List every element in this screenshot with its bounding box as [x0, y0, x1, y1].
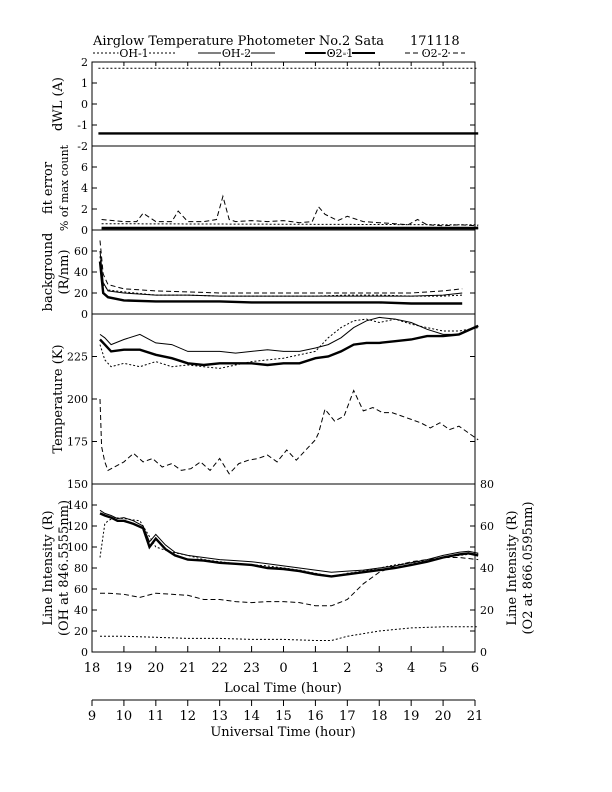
- y-right-axis-sublabel: (O2 at 866.0595nm): [521, 501, 536, 634]
- legend-label-oh-1: OH-1: [119, 47, 148, 60]
- y-tick-label: 120: [67, 520, 88, 533]
- y-tick-label: 80: [74, 562, 88, 575]
- x-tick-label-local: 1: [311, 661, 319, 676]
- y-tick-label: 20: [74, 287, 88, 300]
- x-tick-label-ut: 21: [467, 709, 484, 724]
- legend-label-oh-2: OH-2: [222, 47, 251, 60]
- y-tick-label: 60: [74, 583, 88, 596]
- x-tick-label-local: 20: [148, 661, 165, 676]
- y-tick-label: 200: [67, 393, 88, 406]
- x-tick-label-ut: 18: [371, 709, 388, 724]
- y-right-tick-label: 20: [480, 604, 494, 617]
- y-tick-label: 60: [74, 245, 88, 258]
- y-axis-sublabel: (OH at 846.5555nm): [57, 500, 72, 636]
- x-tick-label-local: 0: [279, 661, 287, 676]
- y-right-tick-label: 80: [480, 478, 494, 491]
- panel-intensity: 0 20 40 60 80 100 120 140 0 20 40 60 80 Line Intensit…: [41, 478, 536, 659]
- x-tick-label-local: 3: [375, 661, 383, 676]
- y-tick-label: 6: [81, 161, 88, 174]
- x-label-ut: Universal Time (hour): [210, 725, 355, 740]
- x-tick-label-local: 18: [84, 661, 101, 676]
- series-line-o2-2: [99, 240, 463, 294]
- chart-title: Airglow Temperature Photometer No.2 Sata: [92, 34, 384, 49]
- series-line-oh-2: [99, 316, 479, 354]
- y-axis-label: background: [41, 233, 56, 312]
- y-tick-label: 0: [81, 98, 88, 111]
- y-right-axis-label: Line Intensity (R): [505, 510, 520, 625]
- x-tick-label-ut: 20: [435, 709, 452, 724]
- y-tick-label: -2: [77, 140, 88, 153]
- x-tick-label-ut: 19: [403, 709, 420, 724]
- y-tick-label: 175: [67, 436, 88, 449]
- x-tick-label-local: 4: [407, 661, 415, 676]
- series-line-oh-1: [99, 256, 463, 297]
- x-tick-label-ut: 14: [243, 709, 260, 724]
- x-tick-label-ut: 11: [148, 709, 165, 724]
- y-axis-sublabel: % of max count: [58, 144, 71, 231]
- panel-background: 0 20 40 60 background (R/nm): [41, 229, 476, 321]
- series-line-oh-1: [99, 517, 479, 577]
- y-tick-label: 0: [81, 308, 88, 321]
- series-line-o2-1: [99, 324, 479, 367]
- y-tick-label: 20: [74, 625, 88, 638]
- x-tick-label-ut: 15: [275, 709, 292, 724]
- y-tick-label: 0: [81, 646, 88, 659]
- x-axes: 18 19 20 21 22 23 0 1 2 3 4 5 69 10 11 12 13 14 15 16 17 18 19…: [84, 62, 484, 724]
- series-line-o2-1: [98, 261, 463, 305]
- x-tick-label-ut: 12: [179, 709, 196, 724]
- y-tick-label: 150: [67, 478, 88, 491]
- x-tick-label-local: 22: [211, 661, 228, 676]
- x-tick-label-local: 6: [471, 661, 479, 676]
- y-tick-label: -1: [77, 119, 88, 132]
- series-line-o2-1: [99, 512, 479, 578]
- y-axis-label: Temperature (K): [51, 344, 66, 453]
- y-axis-label: dWL (A): [51, 77, 66, 131]
- x-tick-label-local: 21: [179, 661, 196, 676]
- series-line-o2-2: [100, 557, 479, 607]
- y-right-tick-label: 60: [480, 520, 494, 533]
- x-tick-label-ut: 10: [116, 709, 133, 724]
- series-line-oh-2: [99, 250, 463, 297]
- y-tick-label: 4: [81, 182, 88, 195]
- x-tick-label-ut: 17: [339, 709, 356, 724]
- series-line-oh-1: [99, 318, 479, 369]
- legend-label-o2-1: O2-1: [327, 47, 354, 60]
- y-tick-label: 100: [67, 541, 88, 554]
- plot-panels: -2 -1 0 1 2 dWL (A) 0 2 4 6 fit error% of max coun…: [41, 56, 536, 659]
- y-right-tick-label: 40: [480, 562, 494, 575]
- y-right-tick-label: 0: [480, 646, 487, 659]
- x-tick-label-local: 19: [116, 661, 133, 676]
- legend: OH-1 OH-2 O2-1 O2-2: [93, 46, 465, 62]
- y-tick-label: 40: [74, 604, 88, 617]
- y-tick-label: 1: [81, 77, 88, 90]
- panel-dwl: -2 -1 0 1 2 dWL (A): [51, 56, 479, 153]
- y-tick-label: 2: [81, 203, 88, 216]
- x-label-local: Local Time (hour): [224, 681, 342, 696]
- y-tick-label: 2: [81, 56, 88, 69]
- series-line-o2-2: [101, 194, 479, 227]
- y-tick-label: 140: [67, 499, 88, 512]
- series-line-oh-1-2-: [100, 626, 479, 641]
- y-tick-label: 0: [81, 224, 88, 237]
- legend-label-o2-2: O2-2: [422, 47, 449, 60]
- panel-frame: [91, 145, 476, 231]
- x-tick-label-ut: 9: [88, 709, 96, 724]
- y-axis-sublabel: (R/nm): [57, 249, 72, 294]
- x-tick-label-ut: 13: [211, 709, 228, 724]
- panel-fit-error: 0 2 4 6 fit error% of max count: [41, 144, 479, 237]
- series-line-oh-1: [101, 223, 479, 226]
- chart-date: 171118: [410, 34, 460, 49]
- x-tick-label-local: 2: [343, 661, 351, 676]
- series-line-o2-2: [99, 389, 479, 475]
- y-axis-label: Line Intensity (R): [41, 510, 56, 625]
- y-tick-label: 225: [67, 351, 88, 364]
- y-axis-label: fit error: [41, 161, 56, 214]
- x-tick-label-local: 23: [243, 661, 260, 676]
- y-tick-label: 40: [74, 266, 88, 279]
- x-tick-label-local: 5: [439, 661, 447, 676]
- x-tick-label-ut: 16: [307, 709, 324, 724]
